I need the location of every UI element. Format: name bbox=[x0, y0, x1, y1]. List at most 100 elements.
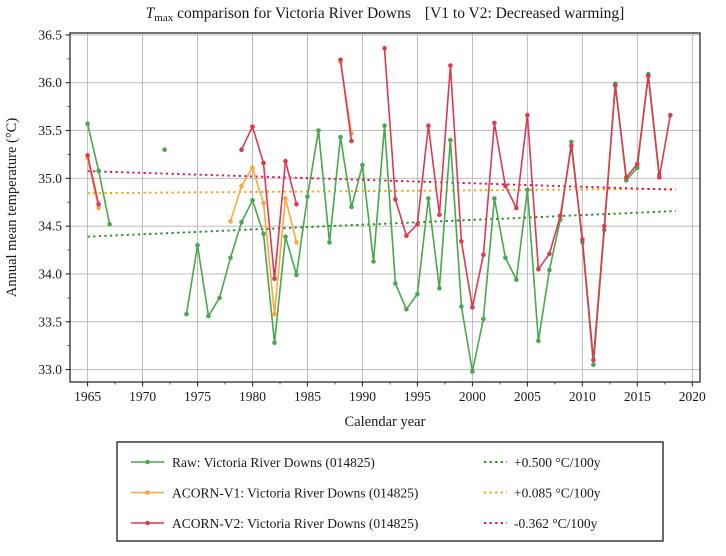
series-raw-marker-1992 bbox=[382, 123, 387, 128]
series-acorn-v1-marker-1981 bbox=[261, 200, 266, 206]
series-acorn-v2-marker-2002 bbox=[492, 120, 497, 126]
y-tick-label-34.5: 34.5 bbox=[38, 219, 62, 234]
series-acorn-v2-marker-2003 bbox=[503, 183, 508, 189]
series-acorn-v1-marker-1979 bbox=[239, 183, 244, 189]
series-acorn-v2-marker-2013 bbox=[613, 83, 618, 88]
series-acorn-v2-marker-2017 bbox=[657, 175, 662, 180]
series-acorn-v1-marker-1978 bbox=[228, 219, 233, 224]
chart-title: Tmax comparison for Victoria River Downs… bbox=[146, 5, 625, 24]
series-acorn-v2-marker-2005 bbox=[525, 112, 530, 118]
series-raw-marker-2003 bbox=[503, 255, 508, 260]
series-acorn-v2-marker-1966 bbox=[96, 201, 101, 207]
trend-acorn-v1-line bbox=[87, 187, 676, 195]
legend-marker-acorn-v1 bbox=[145, 490, 150, 495]
series-raw-marker-1991 bbox=[371, 259, 376, 264]
series-raw-marker-1993 bbox=[393, 281, 398, 286]
series-acorn-v1-marker-1980 bbox=[250, 165, 255, 171]
x-tick-label-1985: 1985 bbox=[294, 389, 321, 404]
trend-acorn-v2-line bbox=[87, 170, 676, 191]
series-acorn-v2-marker-2016 bbox=[646, 73, 651, 79]
y-tick-label-35.0: 35.0 bbox=[38, 171, 62, 186]
legend-label-raw: Raw: Victoria River Downs (014825) bbox=[172, 455, 375, 470]
series-acorn-v2-segment-1 bbox=[240, 125, 298, 280]
plot-area: 1965 1970 1975 1980 1985 1990 1995 2000 2005 2010… bbox=[38, 27, 706, 542]
series-raw-marker-1984 bbox=[294, 272, 299, 278]
x-tick-label-1990: 1990 bbox=[349, 389, 376, 404]
y-tick-label-33.5: 33.5 bbox=[38, 314, 62, 329]
series-raw-marker-2005 bbox=[525, 187, 530, 193]
legend-marker-acorn-v2 bbox=[145, 520, 150, 526]
series-raw-marker-1994 bbox=[404, 307, 409, 312]
series-raw-marker-1981 bbox=[261, 231, 266, 237]
series-raw-marker-1989 bbox=[349, 204, 354, 210]
series-raw-marker-2004 bbox=[514, 277, 519, 283]
y-tick-label-34.0: 34.0 bbox=[38, 266, 62, 281]
series-acorn-v2-marker-1994 bbox=[404, 233, 409, 238]
series-raw-marker-1976 bbox=[206, 313, 211, 319]
series-raw-marker-1965 bbox=[85, 121, 90, 127]
series-raw-marker-2009 bbox=[569, 139, 574, 145]
y-tick-label-36.5: 36.5 bbox=[38, 27, 62, 42]
series-acorn-v2-marker-1993 bbox=[393, 197, 398, 202]
series-acorn-v1-marker-1984 bbox=[294, 240, 299, 245]
y-axis-label: Annual mean temperature (°C) bbox=[4, 118, 20, 297]
series-raw-marker-2002 bbox=[492, 196, 497, 201]
series-acorn-v2-marker-2000 bbox=[470, 305, 475, 310]
series-acorn-v2-marker-1965 bbox=[85, 153, 90, 158]
title-t-subscript: max bbox=[154, 12, 173, 24]
series-raw-marker-1979 bbox=[239, 220, 244, 225]
series-raw-marker-1998 bbox=[448, 137, 453, 143]
series-acorn-v2-marker-1992 bbox=[382, 46, 387, 51]
series-raw-marker-1978 bbox=[228, 255, 233, 260]
series-acorn-v2-marker-1982 bbox=[272, 276, 277, 282]
series-raw-marker-2011 bbox=[591, 362, 596, 368]
series-raw-marker-1977 bbox=[217, 295, 222, 301]
legend-label-trend-acorn-v1: +0.085 °C/100y bbox=[514, 485, 601, 500]
x-tick-label-2000: 2000 bbox=[459, 389, 486, 404]
x-tick-label-1995: 1995 bbox=[404, 389, 431, 404]
x-tick-label-1980: 1980 bbox=[239, 389, 266, 404]
series-raw-marker-1974 bbox=[184, 311, 189, 317]
legend-label-acorn-v2: ACORN-V2: Victoria River Downs (014825) bbox=[172, 516, 418, 531]
plot-frame bbox=[69, 32, 701, 383]
series-acorn-v1-marker-1982 bbox=[272, 311, 277, 317]
legend-label-acorn-v1: ACORN-V1: Victoria River Downs (014825) bbox=[172, 485, 418, 500]
series-acorn-v1-marker-1983 bbox=[283, 196, 288, 201]
series-acorn-v2-segment-2 bbox=[339, 59, 353, 142]
series-acorn-v2-marker-1981 bbox=[261, 160, 266, 166]
x-tick-label-2005: 2005 bbox=[514, 389, 541, 404]
series-raw-marker-1972 bbox=[162, 147, 167, 152]
x-tick-label-2015: 2015 bbox=[624, 389, 651, 404]
series-raw-segment-2 bbox=[185, 73, 661, 373]
series-acorn-v2-marker-1979 bbox=[239, 147, 244, 152]
series-raw-marker-2001 bbox=[481, 316, 486, 322]
title-bracket: [V1 to V2: Decreased warming] bbox=[425, 5, 624, 22]
legend-label-trend-raw: +0.500 °C/100y bbox=[514, 455, 601, 470]
series-raw-marker-1996 bbox=[426, 196, 431, 201]
trend-raw-line bbox=[87, 210, 676, 238]
series-acorn-v2-marker-1995 bbox=[415, 221, 420, 227]
series-acorn-v2-marker-1996 bbox=[426, 123, 431, 128]
series-raw-marker-1982 bbox=[272, 340, 277, 346]
series-raw-marker-1966 bbox=[96, 168, 101, 173]
series-acorn-v2-marker-1983 bbox=[283, 158, 288, 164]
x-tick-label-2010: 2010 bbox=[569, 389, 596, 404]
series-raw-marker-1980 bbox=[250, 198, 255, 203]
title-main: comparison for Victoria River Downs bbox=[173, 5, 411, 22]
series-acorn-v2-marker-2015 bbox=[635, 161, 640, 167]
legend-box bbox=[116, 441, 664, 542]
series-acorn-v2-marker-2009 bbox=[569, 143, 574, 149]
series-acorn-v2-marker-2010 bbox=[580, 237, 585, 242]
y-tick-label-36.0: 36.0 bbox=[38, 75, 62, 90]
y-tick-label-35.5: 35.5 bbox=[38, 123, 62, 138]
series-acorn-v2-marker-1988 bbox=[338, 57, 343, 63]
series-raw-marker-1986 bbox=[316, 128, 321, 133]
series-acorn-v2-marker-2014 bbox=[624, 175, 629, 180]
series-raw-marker-1995 bbox=[415, 291, 420, 297]
series-acorn-v2-marker-2004 bbox=[514, 205, 519, 211]
series-raw-marker-1967 bbox=[107, 221, 112, 227]
series-acorn-v2-marker-1984 bbox=[294, 201, 299, 207]
series-raw-marker-1999 bbox=[459, 304, 464, 309]
series-acorn-v2-marker-1989 bbox=[349, 138, 354, 144]
